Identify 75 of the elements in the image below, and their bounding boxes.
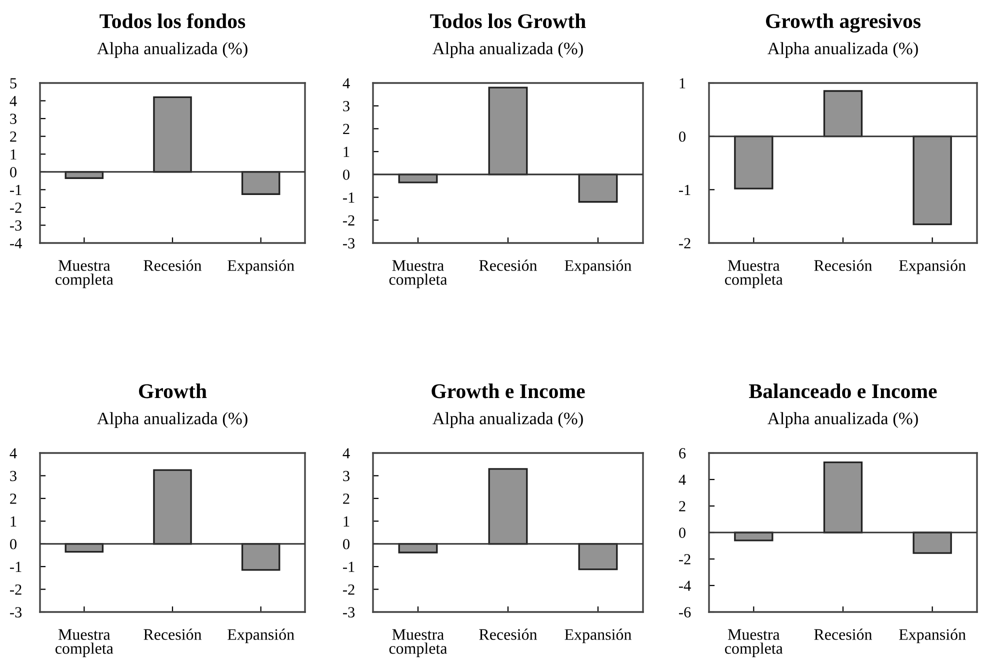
chart-title: Growth agresivos xyxy=(766,13,921,33)
y-tick-label: 1 xyxy=(344,146,350,157)
y-tick-label: 4 xyxy=(10,96,17,106)
y-tick-label: -1 xyxy=(679,184,690,195)
x-tick-label: Muestra completa xyxy=(56,260,114,288)
chart-title: Growth e Income xyxy=(432,384,585,398)
y-tick-label: -4 xyxy=(10,238,22,248)
x-tick-label: Recesión xyxy=(814,628,872,640)
y-tick-label: 3 xyxy=(10,114,16,124)
y-tick-label: 2 xyxy=(10,132,16,142)
y-tick-label: -2 xyxy=(679,554,690,564)
y-tick-label: 4 xyxy=(678,474,686,485)
chart-title: Todos los Growth xyxy=(430,14,586,28)
y-tick-label: 0 xyxy=(679,528,686,538)
y-tick-label: -1 xyxy=(10,562,22,572)
y-tick-label: 2 xyxy=(343,494,350,504)
y-tick-label: 5 xyxy=(10,78,16,88)
y-tick-label: 4 xyxy=(342,78,350,88)
y-tick-label: -2 xyxy=(343,584,354,595)
y-tick-label: 1 xyxy=(344,516,350,526)
x-tick-label: Expansión xyxy=(899,628,966,644)
x-tick-label: Expansión xyxy=(564,628,632,644)
y-tick-label: -3 xyxy=(343,607,355,618)
y-tick-label: 0 xyxy=(679,131,686,142)
y-tick-label: 0 xyxy=(343,170,350,180)
x-tick-label: Muestra completa xyxy=(389,260,448,288)
x-tick-label: Recesión xyxy=(814,260,872,271)
y-tick-label: 2 xyxy=(10,494,16,504)
x-tick-label: Expansión xyxy=(228,628,294,644)
y-tick-label: -1 xyxy=(343,562,354,572)
y-tick-label: 0 xyxy=(10,167,16,178)
y-tick-label: -2 xyxy=(679,238,690,248)
y-tick-label: -1 xyxy=(343,192,354,203)
chart-subtitle: Alpha anualizada (%) xyxy=(96,412,248,428)
chart-subtitle: Alpha anualizada (%) xyxy=(767,42,918,58)
y-tick-label: 3 xyxy=(343,470,350,482)
x-tick-label: Recesión xyxy=(479,628,538,640)
y-tick-label: 3 xyxy=(10,470,16,482)
y-tick-label: 4 xyxy=(10,448,17,458)
y-tick-label: -2 xyxy=(10,584,22,595)
y-tick-label: -3 xyxy=(10,220,22,231)
chart-subtitle: Alpha anualizada (%) xyxy=(767,412,918,428)
x-tick-label: Expansión xyxy=(228,260,294,274)
x-tick-label: Expansión xyxy=(899,260,966,274)
chart-subtitle: Alpha anualizada (%) xyxy=(432,42,583,58)
x-tick-label: Muestra completa xyxy=(389,629,448,658)
y-tick-label: 1 xyxy=(10,149,16,160)
y-tick-label: -3 xyxy=(10,607,22,618)
chart-subtitle: Alpha anualizada (%) xyxy=(96,42,248,58)
x-tick-label: Muestra completa xyxy=(56,629,114,658)
chart-title: Balanceado e Income xyxy=(749,384,937,398)
y-tick-label: -6 xyxy=(679,607,691,618)
y-tick-label: 0 xyxy=(343,539,350,550)
chart-title: Todos los fondos xyxy=(100,13,246,28)
y-tick-label: 2 xyxy=(679,501,686,512)
x-tick-label: Recesión xyxy=(479,260,538,271)
x-tick-label: Recesión xyxy=(144,260,202,271)
y-tick-label: -2 xyxy=(10,202,22,213)
chart-subtitle: Alpha anualizada (%) xyxy=(432,412,583,428)
x-tick-label: Expansión xyxy=(564,260,632,274)
x-tick-label: Muestra completa xyxy=(725,629,783,658)
y-tick-label: 0 xyxy=(10,539,16,550)
y-tick-label: 2 xyxy=(343,124,350,134)
y-tick-label: 4 xyxy=(342,448,350,458)
chart-title: Growth xyxy=(138,384,207,398)
y-tick-label: 1 xyxy=(10,516,16,526)
y-tick-label: 3 xyxy=(343,101,350,112)
y-tick-label: 6 xyxy=(679,448,686,458)
x-tick-label: Recesión xyxy=(144,628,202,640)
x-tick-label: Muestra completa xyxy=(725,260,783,288)
y-tick-label: 1 xyxy=(680,78,686,88)
y-tick-label: -1 xyxy=(10,184,22,195)
y-tick-label: -2 xyxy=(343,215,354,226)
y-tick-label: -4 xyxy=(679,580,691,591)
y-tick-label: -3 xyxy=(343,238,355,248)
